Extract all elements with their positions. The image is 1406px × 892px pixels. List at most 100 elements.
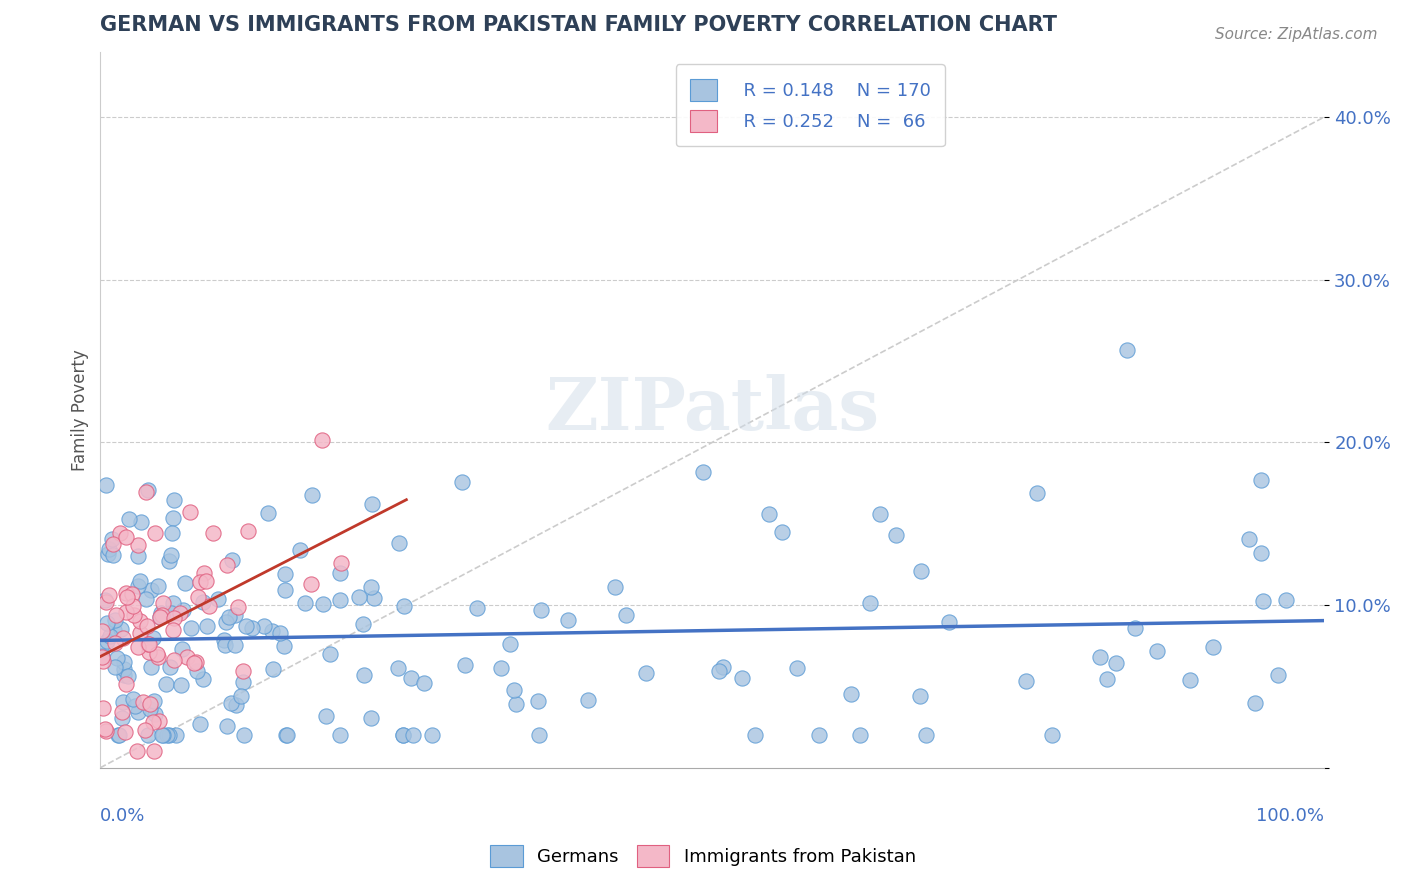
Point bbox=[97, 547, 120, 561]
Y-axis label: Family Poverty: Family Poverty bbox=[72, 349, 89, 471]
Point bbox=[530, 603, 553, 617]
Point bbox=[94, 595, 117, 609]
Point bbox=[155, 677, 177, 691]
Point bbox=[859, 596, 882, 610]
Point bbox=[269, 626, 291, 640]
Point bbox=[194, 574, 217, 589]
Point bbox=[127, 640, 149, 655]
Point bbox=[165, 728, 187, 742]
Point bbox=[191, 595, 214, 609]
Point bbox=[101, 532, 124, 546]
Point bbox=[318, 647, 340, 661]
Point bbox=[1105, 656, 1128, 670]
Point bbox=[97, 542, 120, 557]
Point bbox=[709, 665, 731, 679]
Point bbox=[454, 658, 477, 673]
Point bbox=[150, 607, 173, 622]
Point bbox=[142, 631, 165, 645]
Point bbox=[1178, 673, 1201, 688]
Point bbox=[1116, 343, 1139, 358]
Point bbox=[150, 728, 173, 742]
Point bbox=[112, 656, 135, 670]
Point bbox=[202, 526, 225, 541]
Point bbox=[527, 728, 550, 742]
Text: 0.0%: 0.0% bbox=[100, 807, 146, 825]
Point bbox=[156, 728, 179, 742]
Point bbox=[502, 682, 524, 697]
Point bbox=[148, 579, 170, 593]
Point bbox=[388, 535, 411, 549]
Point bbox=[1025, 485, 1047, 500]
Point bbox=[347, 590, 370, 604]
Point bbox=[1015, 674, 1038, 689]
Point bbox=[103, 660, 125, 674]
Point bbox=[121, 599, 143, 613]
Point bbox=[190, 575, 212, 590]
Point bbox=[145, 648, 167, 662]
Point bbox=[108, 728, 131, 742]
Point bbox=[187, 590, 209, 604]
Point bbox=[139, 702, 162, 716]
Point bbox=[180, 622, 202, 636]
Point bbox=[1239, 532, 1261, 546]
Point bbox=[193, 566, 215, 581]
Point bbox=[129, 515, 152, 529]
Point bbox=[262, 624, 284, 639]
Point bbox=[353, 668, 375, 682]
Point bbox=[232, 664, 254, 678]
Point bbox=[136, 728, 159, 742]
Point bbox=[143, 744, 166, 758]
Point bbox=[96, 634, 118, 648]
Point bbox=[135, 591, 157, 606]
Point bbox=[1040, 728, 1063, 742]
Point bbox=[770, 525, 793, 540]
Point bbox=[402, 728, 425, 742]
Point bbox=[108, 525, 131, 540]
Point bbox=[808, 728, 831, 742]
Point bbox=[786, 661, 808, 675]
Point bbox=[135, 484, 157, 499]
Point bbox=[157, 554, 180, 568]
Point bbox=[233, 728, 256, 742]
Point bbox=[179, 505, 201, 519]
Point bbox=[162, 511, 184, 525]
Point bbox=[730, 671, 752, 685]
Point bbox=[207, 591, 229, 606]
Point bbox=[138, 645, 160, 659]
Point bbox=[499, 637, 522, 651]
Point bbox=[262, 662, 284, 676]
Point bbox=[212, 633, 235, 648]
Point bbox=[839, 687, 862, 701]
Point bbox=[188, 717, 211, 731]
Point bbox=[96, 478, 118, 492]
Point bbox=[129, 614, 152, 628]
Point bbox=[103, 623, 125, 637]
Point bbox=[614, 607, 637, 622]
Point bbox=[225, 698, 247, 712]
Point bbox=[273, 567, 295, 582]
Point bbox=[557, 613, 579, 627]
Point bbox=[160, 526, 183, 541]
Point bbox=[392, 599, 415, 614]
Legend: Germans, Immigrants from Pakistan: Germans, Immigrants from Pakistan bbox=[484, 838, 922, 874]
Point bbox=[361, 497, 384, 511]
Point bbox=[104, 607, 127, 622]
Point bbox=[605, 580, 627, 594]
Point bbox=[162, 623, 184, 637]
Point bbox=[915, 728, 938, 742]
Point bbox=[226, 600, 249, 615]
Point bbox=[163, 493, 186, 508]
Point bbox=[1250, 473, 1272, 487]
Text: GERMAN VS IMMIGRANTS FROM PAKISTAN FAMILY POVERTY CORRELATION CHART: GERMAN VS IMMIGRANTS FROM PAKISTAN FAMIL… bbox=[100, 15, 1057, 35]
Point bbox=[142, 714, 165, 729]
Point bbox=[91, 624, 114, 639]
Point bbox=[162, 611, 184, 625]
Point bbox=[152, 728, 174, 742]
Point bbox=[90, 641, 112, 656]
Point bbox=[849, 728, 872, 742]
Point bbox=[138, 638, 160, 652]
Point bbox=[104, 636, 127, 650]
Point bbox=[692, 465, 714, 479]
Point bbox=[115, 530, 138, 544]
Point bbox=[170, 678, 193, 692]
